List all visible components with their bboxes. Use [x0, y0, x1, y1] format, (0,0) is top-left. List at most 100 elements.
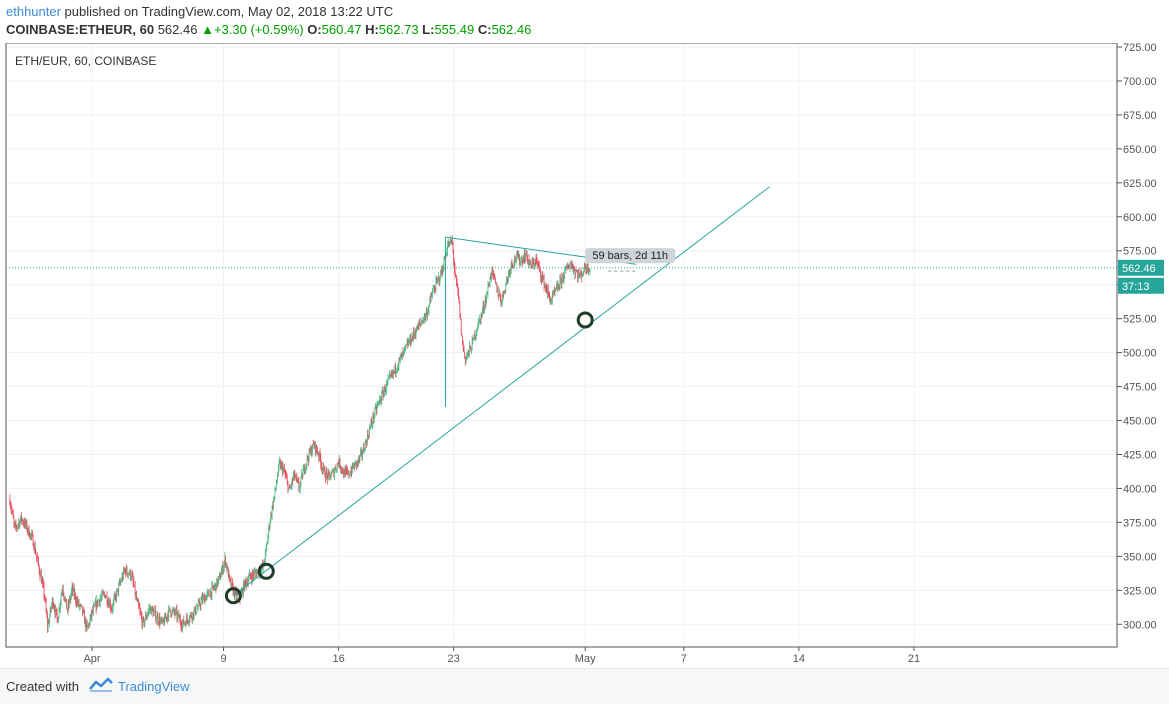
candle-body: [227, 568, 228, 571]
candle-body: [548, 292, 550, 294]
candle-body: [384, 387, 386, 392]
candle-body: [38, 559, 39, 566]
candle-body: [447, 245, 448, 252]
candle-body: [158, 617, 160, 623]
open-label: O:: [307, 22, 322, 37]
candle-body: [370, 422, 372, 427]
candle-body: [406, 344, 407, 347]
candle-body: [40, 574, 42, 584]
candle-body: [327, 474, 328, 480]
candle-body: [291, 479, 293, 486]
candle-body: [237, 593, 239, 595]
candle-body: [312, 443, 314, 445]
candle-body: [432, 291, 433, 296]
candle-body: [250, 576, 252, 578]
candle-body: [245, 581, 247, 586]
candle-body: [501, 296, 503, 304]
candle-body: [388, 377, 389, 380]
candle-body: [541, 275, 543, 280]
candle-body: [407, 342, 409, 346]
candle-body: [299, 488, 300, 490]
candle-body: [151, 607, 152, 614]
y-tick-label: 300.00: [1123, 619, 1157, 631]
tradingview-link[interactable]: TradingView: [118, 679, 190, 694]
candle-body: [381, 392, 383, 401]
candle-body: [180, 617, 181, 623]
candle-body: [187, 619, 189, 623]
candle-body: [477, 321, 479, 328]
y-tick-label: 700.00: [1123, 76, 1157, 88]
candle-body: [70, 595, 72, 601]
candle-body: [507, 278, 509, 280]
candle-body: [119, 582, 120, 585]
drawings[interactable]: 59 bars, 2d 11h: [6, 186, 1117, 605]
candle-body: [56, 611, 58, 618]
candle-body: [279, 461, 281, 463]
candle-body: [587, 264, 589, 272]
candle-body: [73, 587, 74, 592]
candle-body: [470, 347, 472, 352]
candle-body: [264, 560, 265, 563]
candle-body: [215, 584, 217, 590]
price-axis[interactable]: 725.00 700.00 675.00 650.00 625.00 600.00 575.…: [1116, 42, 1164, 647]
candle-body: [345, 469, 346, 477]
candle-body: [71, 591, 72, 596]
candle-body: [99, 598, 101, 604]
time-axis[interactable]: Apr 9 16 23 May 7 14 21: [83, 647, 920, 665]
candle-body: [541, 277, 542, 280]
candle-body: [430, 297, 432, 298]
candle-body: [22, 519, 24, 523]
candle-body: [308, 458, 309, 461]
candle-body: [567, 266, 569, 269]
candle-body: [201, 597, 202, 601]
candle-body: [10, 506, 12, 510]
candle-body: [516, 253, 518, 261]
candle-body: [306, 456, 308, 465]
candle-body: [325, 471, 327, 479]
candle-body: [162, 619, 163, 622]
candle-body: [132, 574, 133, 577]
chart-area[interactable]: ETH/EUR, 60, COINBASE 59 bars, 2d 11h 72…: [0, 42, 1169, 668]
candle-body: [44, 595, 46, 600]
candle-body: [484, 300, 486, 308]
candle-body: [431, 295, 433, 298]
candle-body: [84, 619, 86, 624]
candle-body: [225, 564, 227, 566]
candle-body: [343, 472, 344, 475]
candle-body: [347, 471, 349, 473]
candle-body: [549, 293, 550, 299]
candle-body: [504, 291, 505, 294]
author-link[interactable]: ethhunter: [6, 4, 61, 19]
y-tick-label: 350.00: [1123, 551, 1157, 563]
symbol-name[interactable]: COINBASE:ETHEUR, 60: [6, 22, 155, 37]
candle-body: [63, 593, 65, 598]
candle-body: [364, 450, 365, 452]
candle-body: [95, 602, 97, 609]
candle-body: [281, 464, 283, 466]
candle-body: [365, 441, 367, 442]
candle-body: [265, 548, 267, 552]
y-tick-label: 625.00: [1123, 178, 1157, 190]
candle-body: [280, 461, 281, 468]
candle-body: [517, 254, 519, 259]
candle-body: [527, 257, 529, 263]
candle-body: [61, 590, 63, 596]
candle-body: [358, 457, 359, 463]
candle-body: [143, 619, 145, 625]
candle-body: [172, 610, 174, 611]
candle-body: [16, 526, 17, 528]
candle-body: [351, 463, 353, 473]
candle-body: [377, 403, 378, 407]
candle-body: [195, 612, 197, 615]
candle-body: [27, 527, 29, 531]
candle-body: [497, 289, 498, 292]
candle-body: [461, 333, 463, 337]
candle-body: [225, 557, 226, 566]
candle-body: [75, 600, 77, 604]
candle-body: [264, 551, 266, 561]
candle-body: [545, 286, 547, 290]
candle-body: [582, 273, 584, 275]
price-chart[interactable]: ETH/EUR, 60, COINBASE 59 bars, 2d 11h 72…: [0, 42, 1169, 668]
candle-body: [408, 341, 410, 343]
candle-body: [214, 584, 216, 587]
